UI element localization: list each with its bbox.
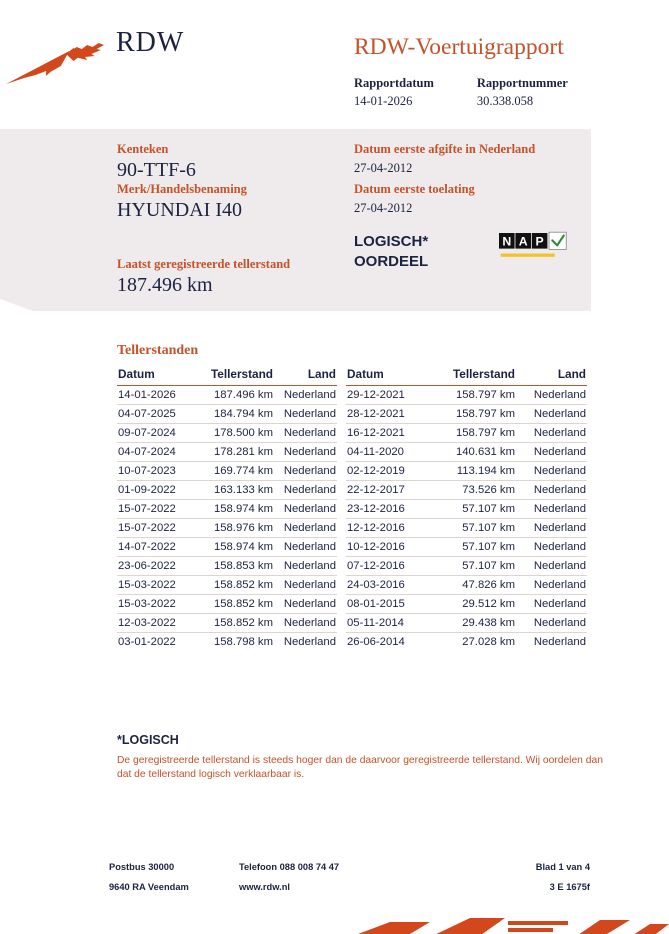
svg-text:P: P bbox=[535, 234, 543, 248]
svg-text:N: N bbox=[502, 234, 511, 248]
svg-text:A: A bbox=[519, 234, 528, 248]
